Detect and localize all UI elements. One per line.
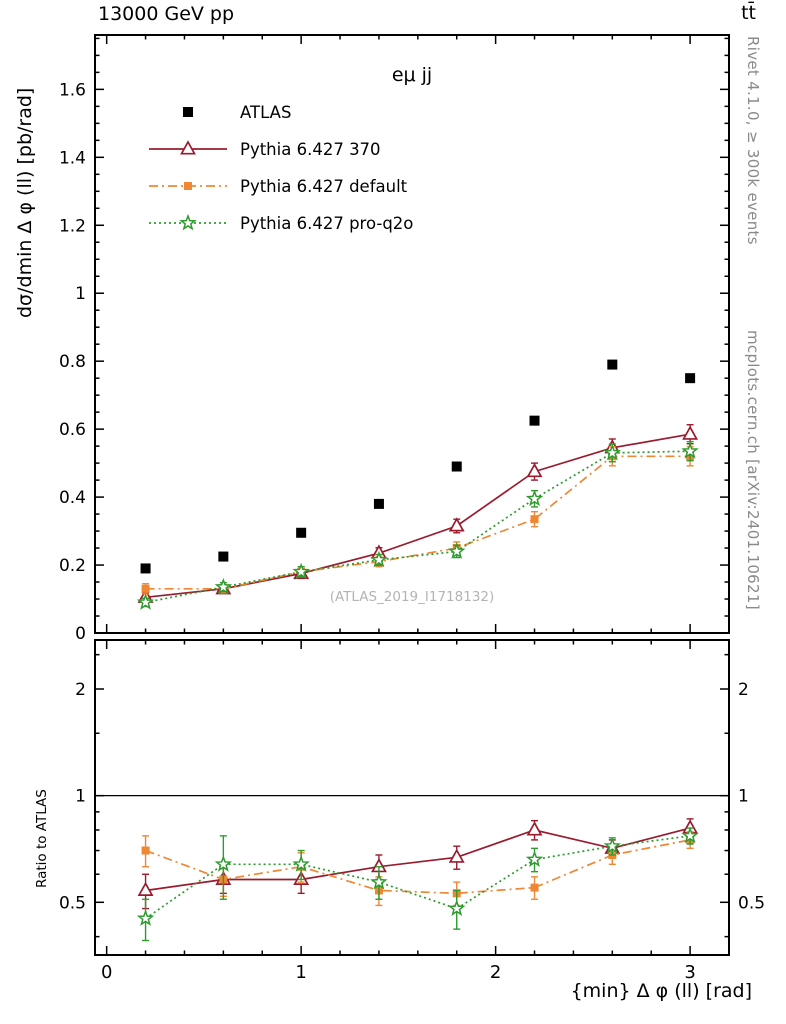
pythia-default-line-icon xyxy=(149,182,227,190)
legend-item-pythia-370: Pythia 6.427 370 xyxy=(146,137,413,161)
x-tick-label: 1 xyxy=(295,962,306,983)
atlas-marker-icon xyxy=(183,107,193,117)
legend-label-atlas: ATLAS xyxy=(240,102,292,122)
panel-frames xyxy=(94,34,730,956)
mcplots-citation-label: mcplots.cern.ch [arXiv:2401.10621] xyxy=(744,330,762,610)
legend-label-pythia-proq2o: Pythia 6.427 pro-q2o xyxy=(240,213,414,233)
x-axis-title: {min} Δ φ (ll) [rad] xyxy=(570,980,752,1002)
x-tick-label: 0 xyxy=(101,962,112,983)
beam-energy-label: 13000 GeV pp xyxy=(98,3,235,25)
main-y-tick-label: 1 xyxy=(75,284,86,304)
series-atlas xyxy=(140,359,696,574)
main-y-tick-label: 1.6 xyxy=(59,80,86,100)
legend-label-pythia-default: Pythia 6.427 default xyxy=(240,176,408,196)
ratio-y-tick-label-left: 1 xyxy=(75,787,86,807)
rivet-version-label: Rivet 4.1.0, ≥ 300k events xyxy=(744,36,762,245)
ratio-y-tick-label-right: 2 xyxy=(738,680,749,700)
x-tick-label: 2 xyxy=(490,962,501,983)
main-y-axis-title: dσ/dmin Δ φ (ll) [pb/rad] xyxy=(14,87,36,318)
process-label: tt̄ xyxy=(741,2,756,24)
main-y-tick-label: 0 xyxy=(75,624,86,644)
series-pythia-6.427-370 xyxy=(137,818,699,910)
main-y-tick-label: 0.6 xyxy=(59,420,86,440)
ratio-y-tick-label-left: 2 xyxy=(75,680,86,700)
series-pythia-6.427-pro-q2o xyxy=(136,826,699,942)
channel-label: eμ jj xyxy=(391,64,433,86)
ratio-y-tick-label-left: 0.5 xyxy=(59,893,86,913)
main-y-tick-label: 0.8 xyxy=(59,352,86,372)
legend-item-pythia-proq2o: Pythia 6.427 pro-q2o xyxy=(146,211,413,235)
pythia-370-line-icon xyxy=(149,140,227,155)
ratio-y-tick-label-right: 1 xyxy=(738,787,749,807)
main-y-tick-label: 0.2 xyxy=(59,556,86,576)
pythia-proq2o-line-icon xyxy=(149,213,227,231)
axis-ticks xyxy=(95,35,729,955)
legend-label-pythia-370: Pythia 6.427 370 xyxy=(240,139,381,159)
main-y-tick-label: 1.4 xyxy=(59,148,86,168)
main-y-tick-label: 1.2 xyxy=(59,216,86,236)
main-panel-data xyxy=(136,359,699,610)
ratio-y-axis-title: Ratio to ATLAS xyxy=(34,789,50,888)
series-pythia-6.427-default xyxy=(141,446,695,595)
main-y-tick-label: 0.4 xyxy=(59,488,86,508)
legend-item-atlas: ATLAS xyxy=(146,100,413,124)
ratio-panel-data xyxy=(95,795,729,942)
analysis-watermark: (ATLAS_2019_I1718132) xyxy=(329,589,495,605)
legend-item-pythia-default: Pythia 6.427 default xyxy=(146,174,413,198)
ratio-y-tick-label-right: 0.5 xyxy=(738,893,765,913)
legend: ATLAS Pythia 6.427 370 Pythia 6.427 defa… xyxy=(146,100,413,248)
x-tick-label: 3 xyxy=(684,962,695,983)
series-pythia-6.427-pro-q2o xyxy=(136,441,699,610)
